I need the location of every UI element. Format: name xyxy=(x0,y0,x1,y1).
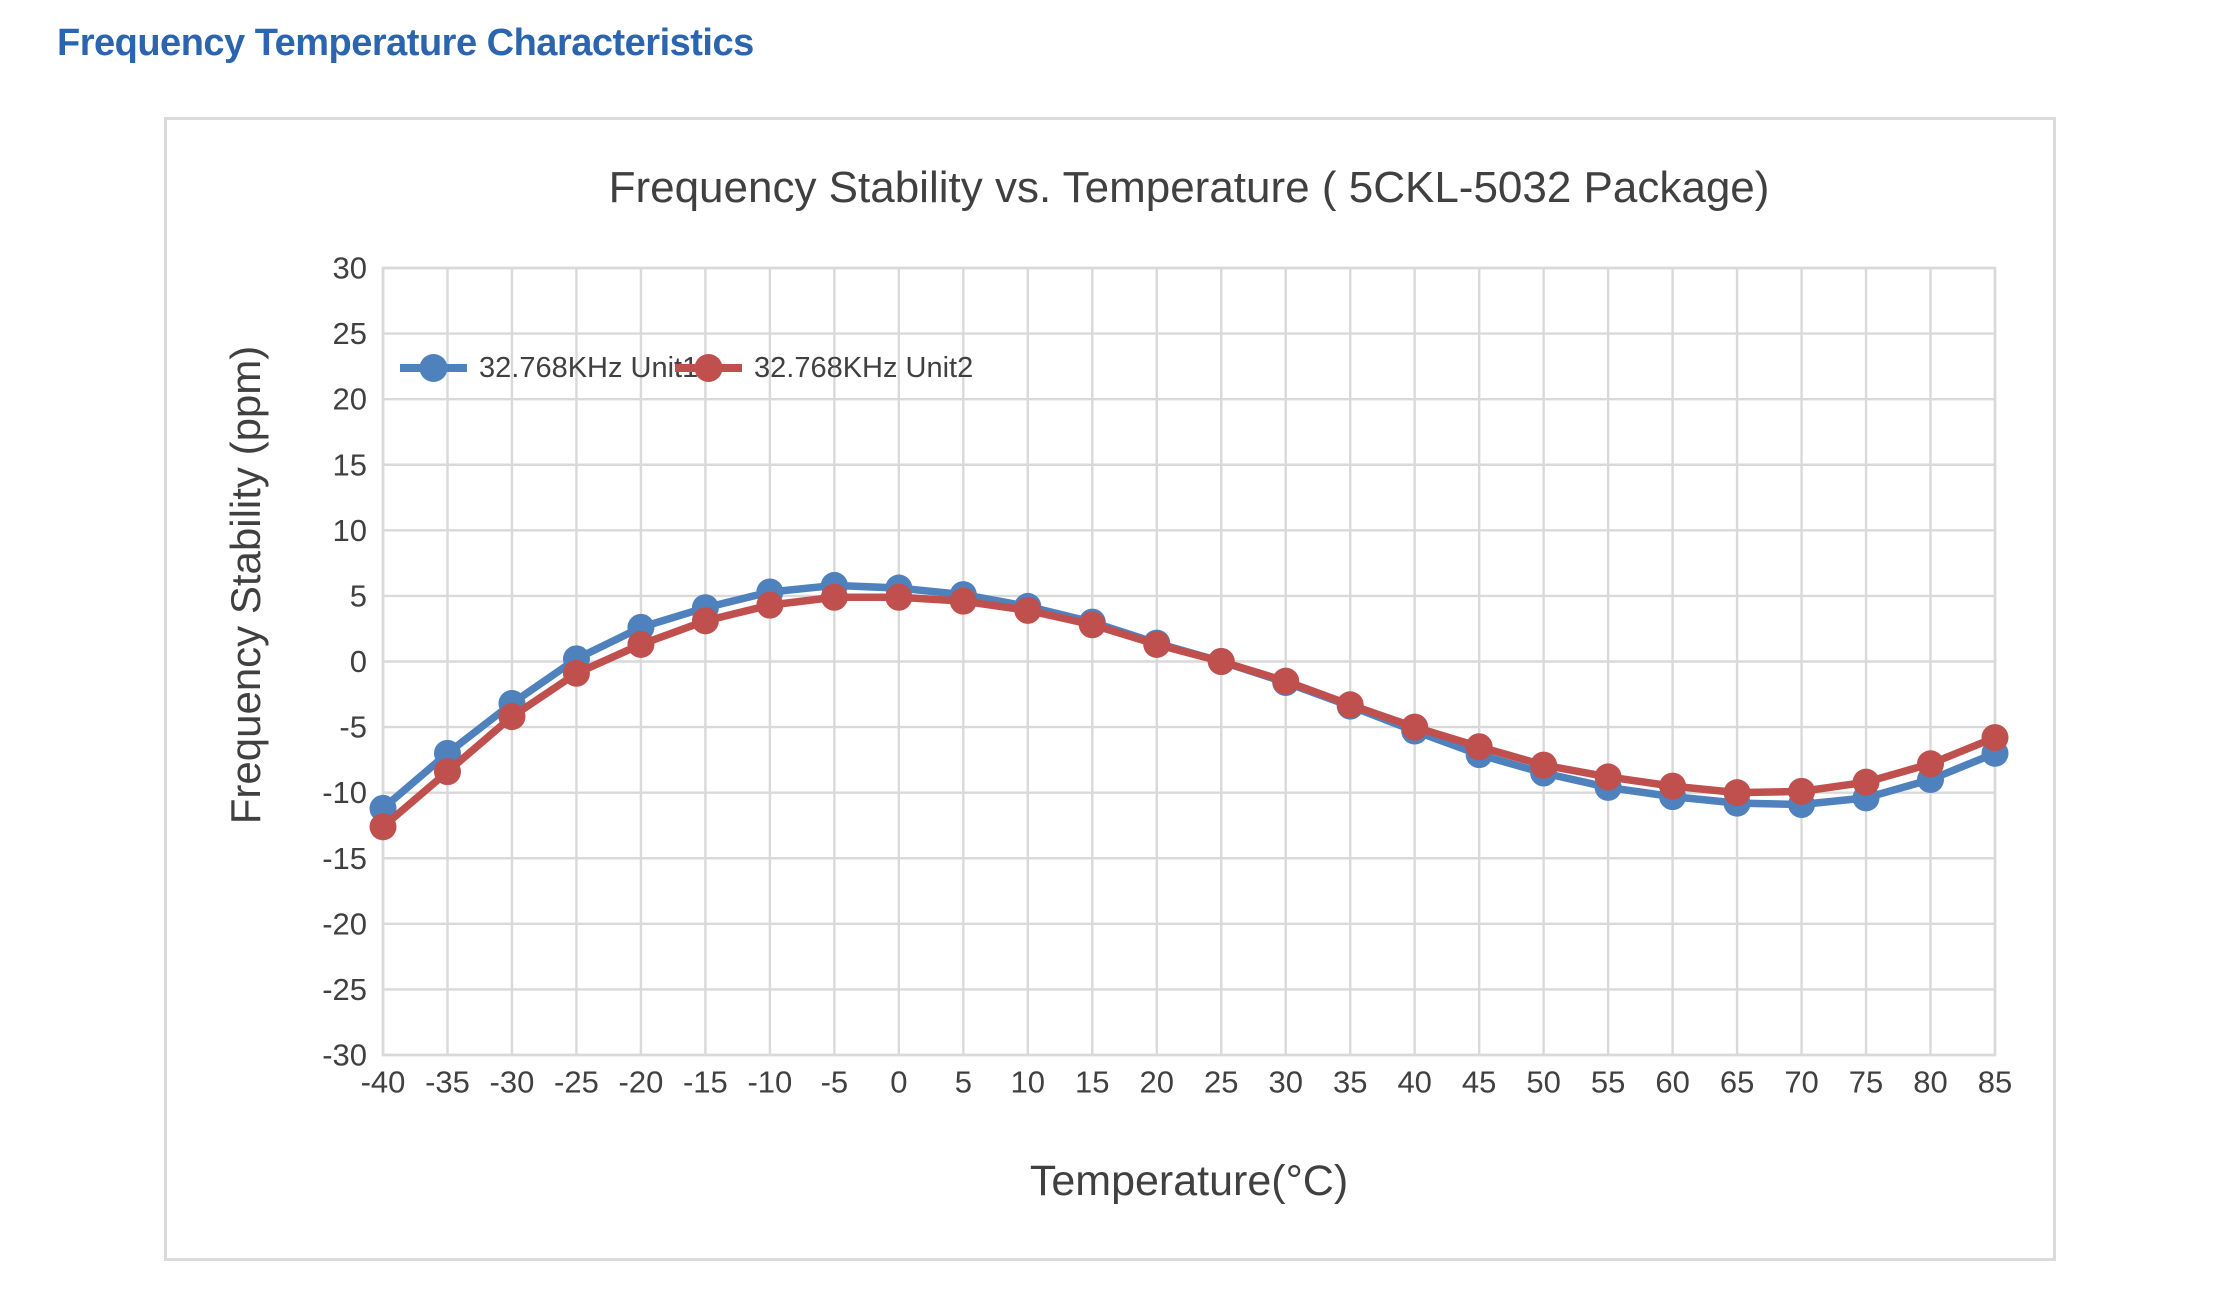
x-tick-label: 85 xyxy=(1978,1065,2012,1100)
x-tick-label: -30 xyxy=(490,1065,535,1100)
x-tick-label: 5 xyxy=(955,1065,972,1100)
x-axis-title: Temperature(°C) xyxy=(1030,1157,1348,1205)
y-tick-label: -10 xyxy=(322,775,367,810)
data-point-unit2 xyxy=(1078,611,1106,639)
data-point-unit2 xyxy=(1788,777,1816,805)
data-point-unit2 xyxy=(949,587,977,615)
data-point-unit2 xyxy=(1594,763,1622,791)
y-tick-label: -15 xyxy=(322,841,367,876)
x-tick-label: 25 xyxy=(1204,1065,1238,1100)
x-tick-label: 65 xyxy=(1720,1065,1754,1100)
x-tick-label: 20 xyxy=(1140,1065,1174,1100)
data-point-unit2 xyxy=(369,813,397,841)
data-point-unit2 xyxy=(1917,750,1945,778)
x-tick-label: 70 xyxy=(1784,1065,1818,1100)
x-tick-label: -5 xyxy=(821,1065,849,1100)
data-point-unit2 xyxy=(562,659,590,687)
x-tick-label: -25 xyxy=(554,1065,599,1100)
data-point-unit2 xyxy=(1272,667,1300,695)
x-tick-label: -35 xyxy=(425,1065,470,1100)
data-point-unit2 xyxy=(1143,630,1171,658)
data-point-unit2 xyxy=(433,758,461,786)
data-point-unit2 xyxy=(1014,596,1042,624)
data-point-unit2 xyxy=(1207,648,1235,675)
y-tick-label: 15 xyxy=(333,447,367,482)
data-point-unit2 xyxy=(1659,772,1687,800)
data-point-unit2 xyxy=(627,630,655,658)
x-tick-label: 60 xyxy=(1655,1065,1689,1100)
data-point-unit2 xyxy=(756,591,784,619)
x-tick-label: 40 xyxy=(1397,1065,1431,1100)
data-point-unit2 xyxy=(1465,733,1493,761)
series-line-unit1 xyxy=(379,581,1999,813)
x-tick-label: 50 xyxy=(1526,1065,1560,1100)
y-tick-label: -5 xyxy=(339,710,367,745)
y-tick-label: 25 xyxy=(333,316,367,351)
data-point-unit2 xyxy=(1401,713,1429,741)
legend-marker-unit2 xyxy=(694,354,723,382)
x-tick-label: 10 xyxy=(1011,1065,1045,1100)
data-point-unit2 xyxy=(820,583,848,611)
y-tick-label: 10 xyxy=(333,513,367,548)
data-point-unit2 xyxy=(1336,691,1364,719)
x-tick-label: 35 xyxy=(1333,1065,1367,1100)
y-tick-label: -30 xyxy=(322,1038,367,1073)
data-point-unit2 xyxy=(691,607,719,635)
data-point-unit2 xyxy=(1723,779,1751,807)
data-point-unit2 xyxy=(1852,768,1880,796)
y-tick-label: -25 xyxy=(322,972,367,1007)
page-heading: Frequency Temperature Characteristics xyxy=(57,22,754,64)
legend-marker-unit1 xyxy=(419,354,448,382)
chart-panel: -30 -25 -20 -15 -10 -5 0 5 10 15 20 25 30 -40 -35 -30 -2… xyxy=(164,117,2056,1261)
y-tick-label: -20 xyxy=(322,906,367,941)
x-tick-label: 15 xyxy=(1075,1065,1109,1100)
data-point-unit2 xyxy=(498,703,526,731)
x-tick-label: 75 xyxy=(1849,1065,1883,1100)
x-tick-label: -10 xyxy=(747,1065,792,1100)
x-tick-label: -15 xyxy=(683,1065,728,1100)
x-tick-label: -20 xyxy=(619,1065,664,1100)
y-tick-label: 20 xyxy=(333,382,367,417)
frequency-stability-chart: -30 -25 -20 -15 -10 -5 0 5 10 15 20 25 30 -40 -35 -30 -2… xyxy=(222,163,2012,1205)
x-tick-label: 45 xyxy=(1462,1065,1496,1100)
data-point-unit2 xyxy=(885,583,913,611)
legend-label-unit2: 32.768KHz Unit2 xyxy=(754,352,973,384)
data-point-unit2 xyxy=(1530,751,1558,779)
data-point-unit2 xyxy=(1981,724,2009,752)
x-tick-label: 80 xyxy=(1913,1065,1947,1100)
x-tick-label: -40 xyxy=(361,1065,406,1100)
y-axis-title: Frequency Stability (ppm) xyxy=(222,346,269,825)
chart-title: Frequency Stability vs. Temperature ( 5C… xyxy=(609,163,1770,212)
plot-border xyxy=(381,266,1997,1057)
x-tick-label: 55 xyxy=(1591,1065,1625,1100)
y-tick-label: 0 xyxy=(350,644,367,679)
x-tick-label: 30 xyxy=(1268,1065,1302,1100)
legend-label-unit1: 32.768KHz Unit1 xyxy=(479,352,698,384)
x-tick-label: 0 xyxy=(890,1065,907,1100)
y-tick-label: 5 xyxy=(350,578,367,613)
y-tick-label: 30 xyxy=(333,251,367,286)
